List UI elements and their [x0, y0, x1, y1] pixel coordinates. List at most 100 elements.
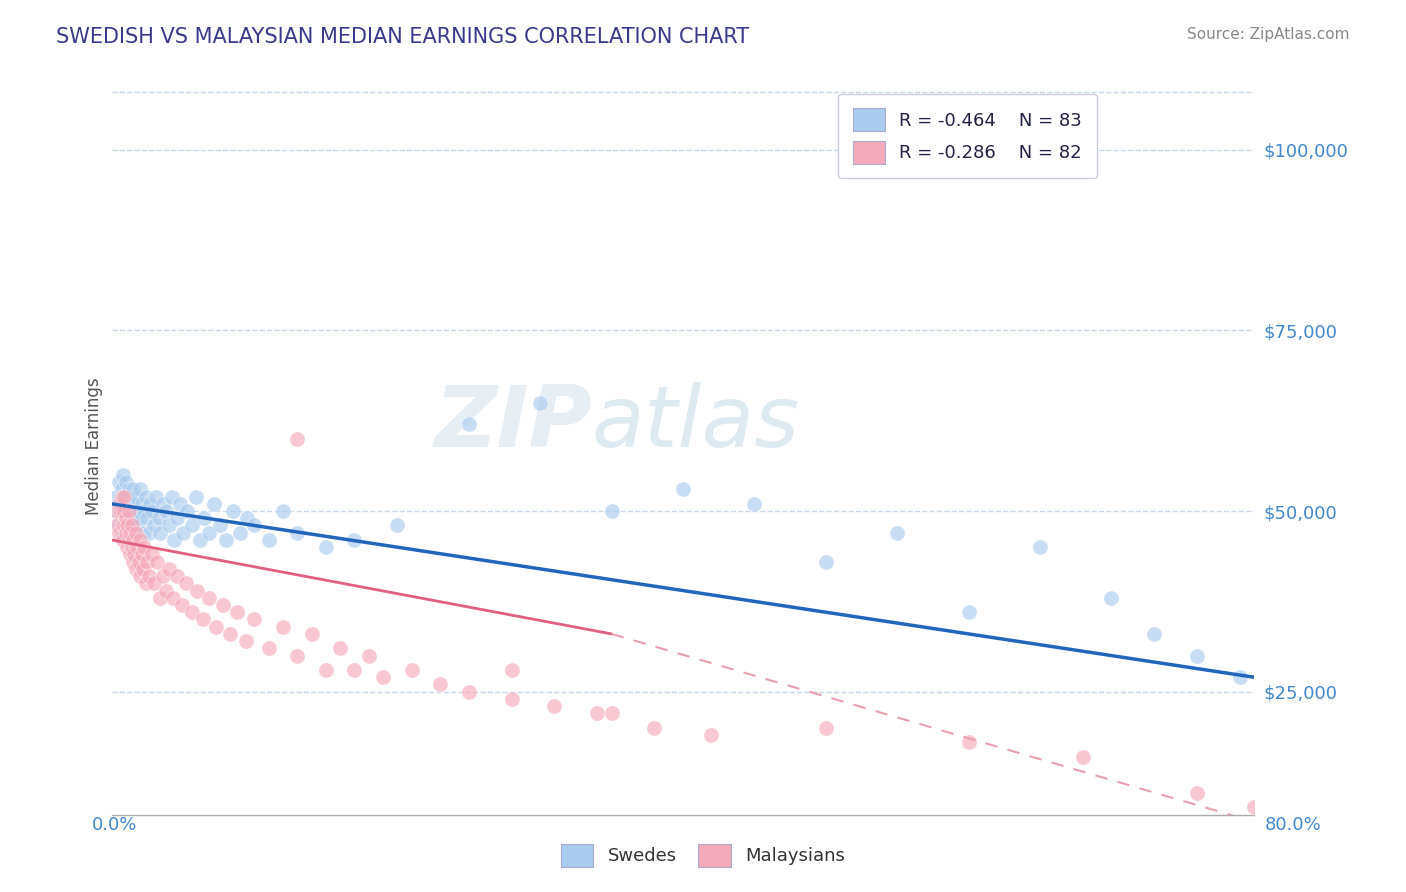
Point [138, 525, 160, 540]
Point [957, 605, 980, 619]
Point [111, 490, 134, 504]
Point [143, 576, 166, 591]
Point [127, 518, 149, 533]
Point [157, 518, 180, 533]
Point [107, 497, 129, 511]
Point [146, 555, 169, 569]
Point [118, 525, 141, 540]
Point [107, 525, 129, 540]
Point [1185, 648, 1208, 663]
Point [129, 533, 152, 547]
Point [114, 490, 136, 504]
Point [108, 504, 131, 518]
Text: ZIP: ZIP [434, 383, 592, 466]
Point [115, 525, 138, 540]
Point [108, 497, 131, 511]
Point [222, 504, 245, 518]
Point [129, 483, 152, 497]
Point [700, 728, 723, 742]
Point [197, 525, 219, 540]
Point [814, 555, 837, 569]
Point [117, 540, 139, 554]
Point [744, 497, 766, 511]
Point [134, 504, 156, 518]
Point [152, 569, 174, 583]
Point [209, 518, 232, 533]
Point [105, 504, 128, 518]
Point [155, 583, 177, 598]
Point [118, 504, 141, 518]
Point [115, 511, 138, 525]
Point [122, 511, 145, 525]
Point [105, 518, 128, 533]
Point [212, 598, 235, 612]
Point [141, 548, 163, 562]
Point [301, 627, 323, 641]
Point [107, 518, 129, 533]
Point [128, 504, 150, 518]
Point [145, 490, 167, 504]
Point [457, 417, 479, 432]
Point [957, 735, 980, 749]
Point [118, 483, 141, 497]
Point [329, 641, 352, 656]
Point [371, 670, 394, 684]
Point [243, 518, 266, 533]
Point [143, 518, 166, 533]
Point [166, 569, 188, 583]
Point [343, 533, 366, 547]
Legend: Swedes, Malaysians: Swedes, Malaysians [554, 837, 852, 874]
Point [188, 533, 211, 547]
Point [600, 504, 623, 518]
Point [343, 663, 366, 677]
Point [586, 706, 609, 721]
Point [121, 497, 143, 511]
Point [149, 591, 172, 605]
Point [672, 483, 695, 497]
Point [136, 511, 159, 525]
Point [112, 467, 135, 482]
Point [174, 576, 197, 591]
Point [112, 525, 135, 540]
Point [114, 504, 136, 518]
Point [121, 518, 143, 533]
Point [204, 497, 226, 511]
Point [257, 641, 280, 656]
Point [122, 533, 145, 547]
Point [120, 490, 142, 504]
Point [136, 555, 159, 569]
Point [643, 721, 665, 735]
Point [193, 511, 215, 525]
Point [1143, 627, 1166, 641]
Point [160, 490, 183, 504]
Point [501, 692, 523, 706]
Point [180, 518, 202, 533]
Point [1099, 591, 1122, 605]
Point [114, 490, 136, 504]
Point [131, 497, 153, 511]
Point [122, 483, 145, 497]
Point [124, 525, 146, 540]
Point [315, 663, 337, 677]
Point [387, 518, 409, 533]
Point [163, 533, 186, 547]
Point [134, 540, 156, 554]
Point [235, 634, 257, 648]
Point [117, 511, 139, 525]
Point [118, 533, 141, 547]
Point [149, 525, 172, 540]
Point [180, 605, 202, 619]
Point [271, 620, 294, 634]
Point [186, 583, 208, 598]
Point [135, 490, 157, 504]
Point [135, 576, 157, 591]
Point [1029, 540, 1052, 554]
Text: atlas: atlas [592, 383, 800, 466]
Point [115, 475, 138, 490]
Y-axis label: Median Earnings: Median Earnings [86, 377, 103, 515]
Text: Source: ZipAtlas.com: Source: ZipAtlas.com [1187, 27, 1350, 42]
Text: SWEDISH VS MALAYSIAN MEDIAN EARNINGS CORRELATION CHART: SWEDISH VS MALAYSIAN MEDIAN EARNINGS COR… [56, 27, 749, 46]
Point [120, 525, 142, 540]
Point [162, 591, 184, 605]
Point [184, 490, 207, 504]
